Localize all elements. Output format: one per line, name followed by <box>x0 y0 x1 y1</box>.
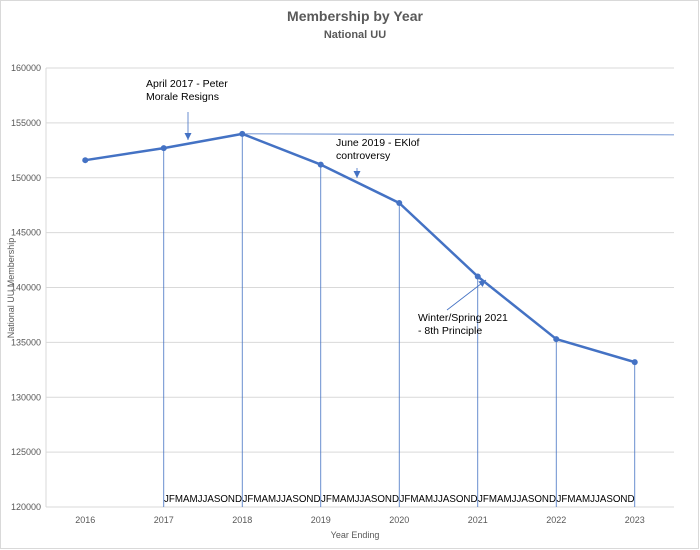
annotation-2-line-1: June 2019 - EKlof <box>336 137 420 149</box>
y-tick-135000: 135000 <box>11 337 41 347</box>
point-2016 <box>82 157 89 164</box>
month-labels-2017: JFMAMJJASOND <box>164 494 242 505</box>
month-labels-2019: JFMAMJJASOND <box>321 494 399 505</box>
x-tick-2017: 2017 <box>154 515 174 525</box>
y-tick-120000: 120000 <box>11 502 41 512</box>
y-tick-125000: 125000 <box>11 447 41 457</box>
annotation-2-line-2: controversy <box>336 150 391 162</box>
month-labels-2022: JFMAMJJASOND <box>557 494 635 505</box>
x-tick-2016: 2016 <box>75 515 95 525</box>
x-tick-2022: 2022 <box>546 515 566 525</box>
series-line <box>85 132 636 364</box>
point-2019 <box>317 161 324 168</box>
annotation-3-arrow-shaft <box>446 279 487 311</box>
y-tick-145000: 145000 <box>11 228 41 238</box>
y-tick-160000: 160000 <box>11 63 41 73</box>
annotation-2-arrowhead <box>353 171 361 178</box>
month-labels-2021: JFMAMJJASOND <box>478 494 556 505</box>
peak-reference-line <box>242 133 675 136</box>
y-tick-130000: 130000 <box>11 392 41 402</box>
y-tick-155000: 155000 <box>11 118 41 128</box>
chart-subtitle: National UU <box>324 29 386 41</box>
point-2022 <box>553 336 560 343</box>
month-labels-2020: JFMAMJJASOND <box>400 494 478 505</box>
x-axis-label: Year Ending <box>331 530 380 540</box>
point-2023 <box>631 359 638 366</box>
y-tick-140000: 140000 <box>11 283 41 293</box>
month-labels-2018: JFMAMJJASOND <box>243 494 321 505</box>
point-2021 <box>474 273 481 280</box>
y-tick-150000: 150000 <box>11 173 41 183</box>
annotation-1-arrowhead <box>184 133 192 140</box>
x-tick-2021: 2021 <box>468 515 488 525</box>
x-tick-2023: 2023 <box>625 515 645 525</box>
drop-lines <box>163 133 675 507</box>
point-2020 <box>396 199 403 206</box>
x-tick-2020: 2020 <box>389 515 409 525</box>
month-labels: JFMAMJJASOND JFMAMJJASOND JFMAMJJASOND JFMA… <box>164 494 635 505</box>
x-tick-2019: 2019 <box>311 515 331 525</box>
point-2018 <box>239 130 246 137</box>
annotation-1-line-2: Morale Resigns <box>146 91 219 103</box>
x-tick-labels: 2016 2017 2018 2019 2020 2021 2022 2023 <box>75 515 645 525</box>
point-2017 <box>160 145 167 152</box>
y-tick-labels: 120000 125000 130000 135000 140000 145000 1500… <box>11 63 41 512</box>
annotation-3-line-2: - 8th Principle <box>418 325 482 337</box>
annotation-1-line-1: April 2017 - Peter <box>146 78 228 90</box>
chart-title: Membership by Year <box>287 8 423 24</box>
y-axis-label: National UU Membership <box>6 238 16 339</box>
annotation-3-line-1: Winter/Spring 2021 <box>418 312 508 324</box>
data-points <box>82 130 638 366</box>
annotation-3-arrowhead <box>478 280 486 288</box>
membership-line <box>85 132 636 364</box>
x-tick-2018: 2018 <box>232 515 252 525</box>
